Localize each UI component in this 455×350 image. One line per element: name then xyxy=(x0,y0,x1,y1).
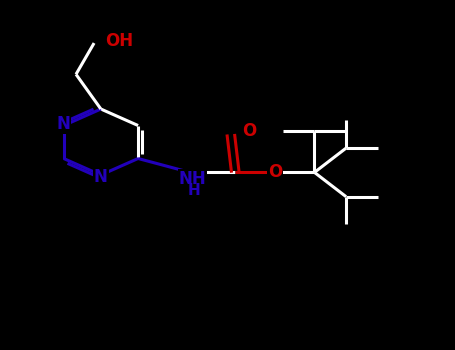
Text: O: O xyxy=(242,122,256,140)
Text: NH: NH xyxy=(178,170,206,188)
Text: N: N xyxy=(94,168,108,186)
Text: OH: OH xyxy=(106,32,133,50)
Text: H: H xyxy=(187,183,200,198)
Text: N: N xyxy=(57,115,71,133)
Text: O: O xyxy=(268,163,282,181)
